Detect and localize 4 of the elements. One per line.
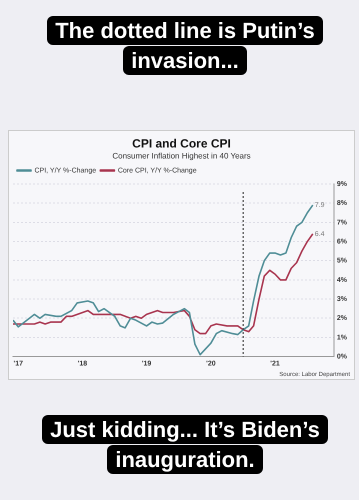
chart-title: CPI and Core CPI bbox=[132, 136, 231, 151]
text: The dotted line is Putin’s invasion... bbox=[47, 16, 323, 75]
chart-subtitle: Consumer Inflation Highest in 40 Years bbox=[112, 151, 251, 160]
text: Just kidding... It’s Biden’s inauguration. bbox=[42, 415, 328, 474]
